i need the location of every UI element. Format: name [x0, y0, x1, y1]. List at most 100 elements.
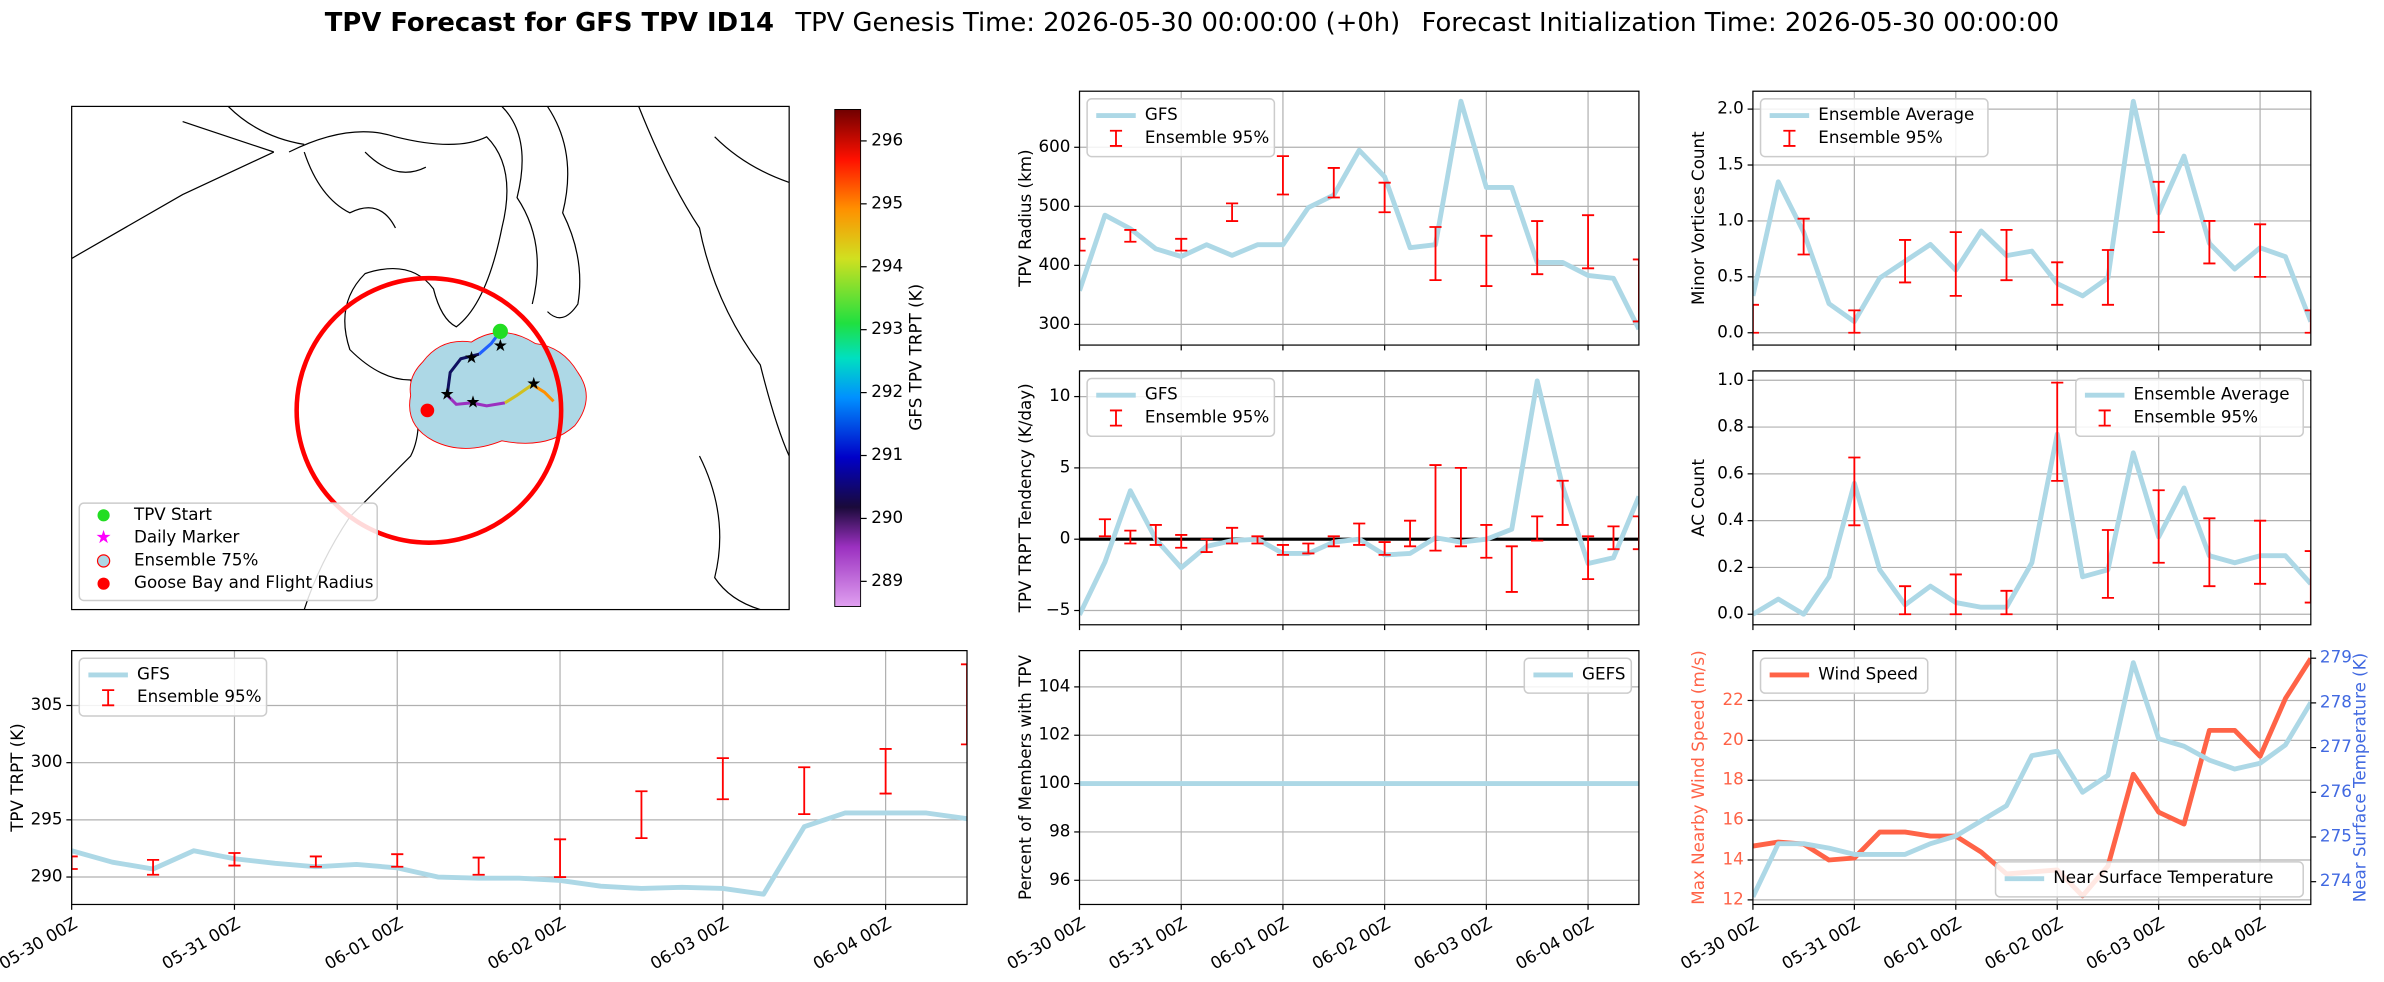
error-bar	[553, 838, 567, 878]
y-tick-label: 295	[31, 808, 63, 828]
axes-frame	[1078, 370, 1640, 626]
error-bar	[879, 748, 892, 795]
x-tick-label: 06-03 00Z	[2082, 913, 2167, 974]
y-tick-label: 2.0	[1717, 98, 1744, 118]
legend-box	[78, 502, 378, 602]
legend: GEFS	[1523, 657, 1633, 694]
legend-box	[1759, 657, 1929, 694]
x-tick-label: 06-01 00Z	[1880, 913, 1965, 974]
x-tick-label: 06-04 00Z	[1512, 913, 1597, 974]
error-bar	[635, 790, 648, 840]
y-tick-label: 300	[31, 751, 63, 771]
y-tick-label: 10	[1049, 385, 1070, 405]
y2-tick-label: 277	[2320, 736, 2352, 756]
legend-marker	[96, 554, 111, 568]
tpv-start	[492, 323, 508, 339]
legend-label: Daily Marker	[134, 527, 240, 547]
error-bar	[2051, 261, 2064, 306]
axes: 05-30 00Z 05-31 00Z 06-01 00Z 06-02 00Z 06-0…	[0, 650, 968, 974]
legend: Near Surface Temperature	[1994, 861, 2304, 898]
colorbar-tick-label: 294	[871, 255, 903, 275]
colorbar-label: GFS TPV TRPT (K)	[905, 284, 925, 431]
error-bar	[716, 757, 729, 801]
error-bar	[1480, 524, 1493, 559]
y-tick-label: 102	[1038, 724, 1070, 744]
error-bar	[2152, 489, 2165, 564]
map-legend: TPV Start ★ Daily Marker Ensemble 75% Go…	[78, 502, 378, 602]
daily-marker: ★	[465, 391, 480, 411]
legend-label: Ensemble 75%	[134, 549, 258, 569]
error-bar	[1898, 239, 1912, 284]
y2-tick-label: 274	[2320, 870, 2352, 890]
series-line	[71, 810, 968, 897]
error-bar	[1251, 535, 1264, 545]
x-tick-label: 05-31 00Z	[1105, 913, 1190, 974]
genesis-time: TPV Genesis Time: 2026-05-30 00:00:00 (+…	[794, 7, 1400, 37]
error-bar	[472, 856, 485, 876]
error-bar	[228, 852, 241, 867]
x-tick-label: 06-04 00Z	[2184, 913, 2269, 974]
y-tick-label: 18	[1723, 769, 1744, 789]
x-tick-label: 06-02 00Z	[1308, 913, 1393, 974]
error-bar	[1505, 545, 1518, 593]
y-tick-label: 0	[1060, 528, 1071, 548]
error-bar	[1607, 525, 1620, 551]
daily-markers: ★ ★ ★ ★ ★	[440, 335, 542, 411]
error-bar	[1302, 542, 1315, 555]
error-bar	[1752, 303, 1760, 334]
error-bar	[1531, 220, 1544, 276]
y-tick-label: 400	[1038, 254, 1070, 274]
error-bar	[1480, 234, 1493, 287]
y-tick-label: 104	[1038, 675, 1070, 695]
plot-content	[1079, 98, 1639, 331]
y2-tick-label: 275	[2320, 825, 2352, 845]
error-bar	[1949, 573, 1962, 616]
y-axis-label: Max Nearby Wind Speed (m/s)	[1688, 650, 1708, 904]
y-tick-label: 1.0	[1717, 369, 1744, 389]
y-tick-label: 20	[1723, 729, 1744, 749]
legend-box	[1523, 657, 1633, 694]
y-tick-label: 0.5	[1717, 265, 1744, 285]
x-tick-label: 05-31 00Z	[158, 913, 243, 974]
y-tick-label: 0.2	[1717, 556, 1744, 576]
error-bar	[2101, 529, 2115, 599]
series-line	[1079, 98, 1639, 331]
y-tick-label: 96	[1049, 869, 1070, 889]
legend: GFS Ensemble 95%	[1086, 377, 1276, 438]
y-tick-label: 5	[1060, 456, 1071, 476]
x-tick-label: 06-03 00Z	[647, 913, 732, 974]
error-bar	[1581, 214, 1595, 270]
error-bar	[1797, 217, 1810, 256]
figure-title: TPV Forecast for GFS TPV ID14 TPV Genesis…	[325, 7, 2059, 37]
error-bar	[2051, 381, 2064, 482]
error-bar	[1632, 515, 1639, 551]
legend: GFS Ensemble 95%	[78, 657, 268, 717]
axes-frame	[1752, 370, 2312, 626]
legend-box	[1759, 98, 1989, 158]
x-tick-label: 06-02 00Z	[484, 913, 569, 974]
series-line	[1752, 98, 2311, 325]
colorbar-tick-label: 290	[871, 507, 903, 527]
y-tick-label: 600	[1038, 136, 1070, 156]
legend-box	[2075, 377, 2304, 438]
y-axis-label: TPV Radius (km)	[1015, 149, 1035, 287]
error-bar	[2304, 309, 2311, 334]
track	[446, 394, 506, 408]
error-bar	[1949, 231, 1962, 297]
error-bar	[1403, 519, 1417, 548]
error-bar	[391, 853, 404, 868]
y-tick-label: 0.8	[1717, 416, 1744, 436]
axes-frame	[1752, 650, 2312, 906]
legend-marker	[97, 577, 110, 590]
error-bar	[1225, 526, 1239, 545]
daily-marker: ★	[493, 335, 508, 355]
y-axis-label: Minor Vortices Count	[1688, 131, 1708, 305]
colorbar-tick-label: 295	[871, 192, 903, 212]
x-tick-label: 05-30 00Z	[1677, 913, 1762, 974]
error-bar	[1848, 309, 1861, 334]
colorbar-tick-label: 292	[871, 381, 903, 401]
error-bar	[1149, 524, 1162, 546]
plot-content	[71, 663, 968, 897]
legend-label: GFS	[1145, 104, 1178, 124]
legend-label: Near Surface Temperature	[2053, 867, 2273, 887]
